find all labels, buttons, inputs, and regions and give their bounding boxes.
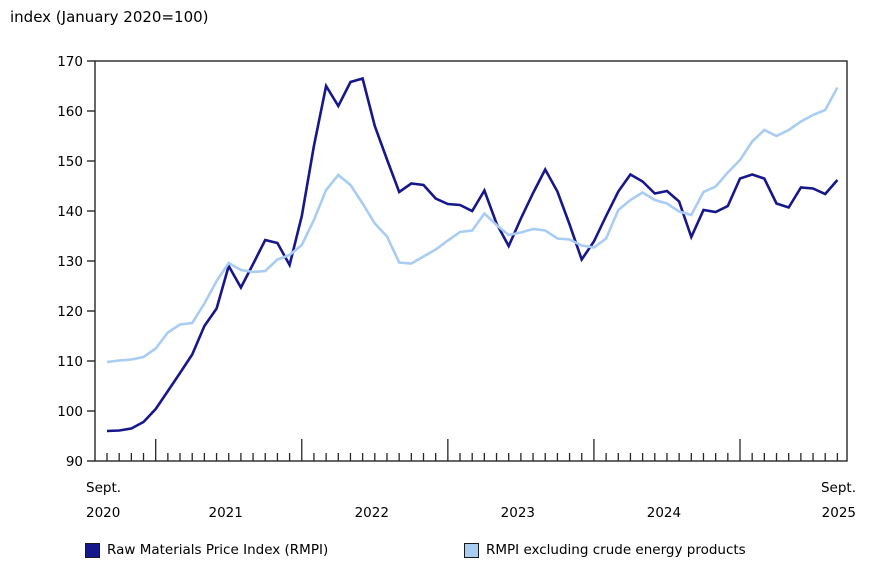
y-tick-label: 170: [57, 54, 83, 70]
y-tick-label: 120: [57, 304, 83, 320]
y-tick-label: 100: [57, 404, 83, 420]
y-tick-label: 140: [57, 204, 83, 220]
y-tick-label: 150: [57, 154, 83, 170]
series-lines: [106, 76, 839, 433]
x-label-sept-2025-year: 2025: [822, 505, 856, 521]
y-tick-label: 90: [66, 454, 83, 470]
rmpi-legend-swatch: [85, 542, 100, 558]
y-axis-ticks: [87, 60, 95, 462]
plot-frame: [94, 60, 848, 462]
x-label-sept-2025-month: Sept.: [821, 480, 856, 496]
chart-title: index (January 2020=100): [10, 8, 209, 26]
rmpi-legend-label: Raw Materials Price Index (RMPI): [107, 542, 329, 558]
rmpi-excl-crude-legend-swatch: [464, 542, 479, 558]
rmpi-line: [106, 76, 839, 433]
x-label-sept-2020-year: 2020: [86, 505, 120, 521]
x-axis-ticks: [106, 439, 839, 461]
legend-item-rmpi-excl-crude: RMPI excluding crude energy products: [464, 542, 746, 558]
chart-legend: Raw Materials Price Index (RMPI) RMPI ex…: [0, 542, 870, 568]
x-label-year: 2024: [647, 505, 681, 521]
y-tick-label: 110: [57, 354, 83, 370]
rmpi-excl-crude-line: [106, 86, 839, 364]
y-axis-labels: 170 160 150 140 130 120 110 100 90: [57, 54, 83, 470]
x-label-year: 2023: [501, 505, 535, 521]
legend-item-rmpi: Raw Materials Price Index (RMPI): [85, 542, 328, 558]
y-tick-label: 130: [57, 254, 83, 270]
x-label-year: 2021: [209, 505, 243, 521]
y-tick-label: 160: [57, 104, 83, 120]
x-axis-labels: Sept. 2020 Sept. 2025 2021 2022 2023 2024: [86, 480, 856, 521]
x-label-year: 2022: [355, 505, 389, 521]
plot-area: 170 160 150 140 130 120 110 100 90 Sept. 2020 Se…: [57, 54, 856, 521]
x-label-sept-2020-month: Sept.: [86, 480, 121, 496]
rmpi-excl-crude-legend-label: RMPI excluding crude energy products: [486, 542, 746, 558]
